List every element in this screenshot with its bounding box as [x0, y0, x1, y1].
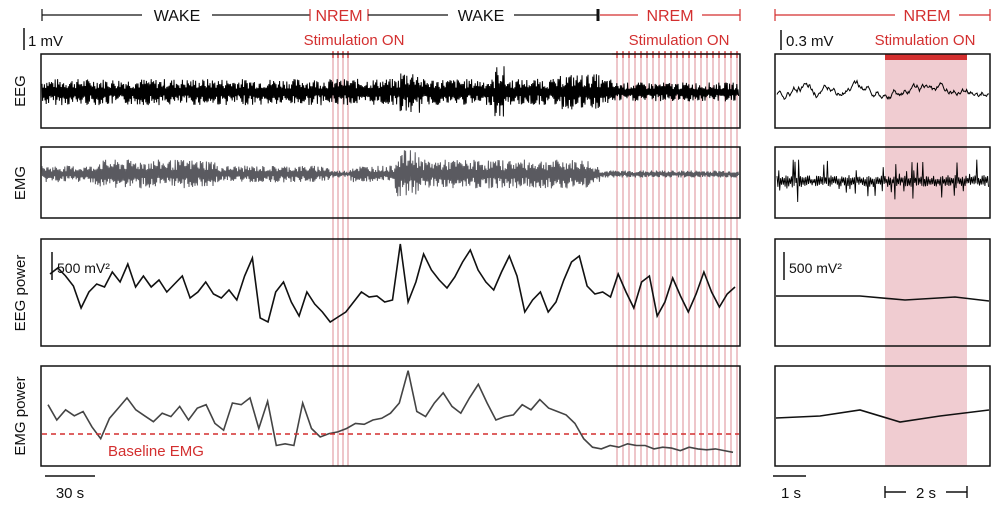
emg-trace-right: [776, 159, 989, 203]
state-label-nrem-1: NREM: [315, 8, 362, 25]
emg-power-panel: [40, 365, 741, 467]
eeg-power-panel: [40, 238, 741, 347]
row-label-emg: EMG: [12, 166, 29, 200]
stimulation-label-right: Stimulation ON: [875, 32, 976, 49]
time-scale-label-left: 30 s: [56, 485, 84, 502]
state-label-wake-2: WAKE: [458, 8, 505, 25]
eeg-scale-label-right: 0.3 mV: [786, 33, 834, 50]
state-bar-right: NREM: [774, 8, 991, 25]
row-label-emg-power: EMG power: [12, 376, 29, 455]
row-label-eeg-power: EEG power: [12, 255, 29, 332]
state-label-wake-1: WAKE: [154, 8, 201, 25]
eeg-power-trace-right: [776, 295, 990, 302]
eeg-scale-label: 1 mV: [28, 33, 63, 50]
emg-panel-right: [774, 146, 991, 219]
time-scale-label-right: 1 s: [781, 485, 801, 502]
stimulation-label-1: Stimulation ON: [304, 32, 405, 49]
stimulation-marks-left: [332, 52, 738, 466]
emg-trace: [41, 150, 740, 197]
eeg-trace-right: [776, 79, 990, 101]
eeg-power-panel-right: [774, 238, 991, 347]
state-bar-left: WAKE NREM WAKE NREM: [41, 8, 741, 25]
state-label-nrem-right: NREM: [903, 8, 950, 25]
eeg-trace: [41, 66, 740, 117]
stimulation-band-right: [885, 60, 967, 466]
stim-duration-bracket: [884, 486, 968, 498]
stimulation-bar-right: [885, 54, 967, 60]
power-scale-label-left: 500 mV²: [57, 260, 110, 276]
stimulation-label-2: Stimulation ON: [629, 32, 730, 49]
row-label-eeg: EEG: [12, 75, 29, 107]
emg-panel: [40, 146, 741, 219]
emg-power-trace-right: [775, 409, 990, 423]
state-label-nrem-2: NREM: [646, 8, 693, 25]
eeg-panel: [40, 53, 741, 129]
eeg-panel-right: [774, 53, 991, 129]
power-scale-label-right: 500 mV²: [789, 260, 842, 276]
eeg-power-trace: [49, 243, 736, 324]
stim-duration-label: 2 s: [916, 485, 936, 502]
emg-power-trace: [47, 370, 734, 454]
baseline-emg-label: Baseline EMG: [108, 443, 204, 460]
emg-power-panel-right: [774, 365, 991, 467]
